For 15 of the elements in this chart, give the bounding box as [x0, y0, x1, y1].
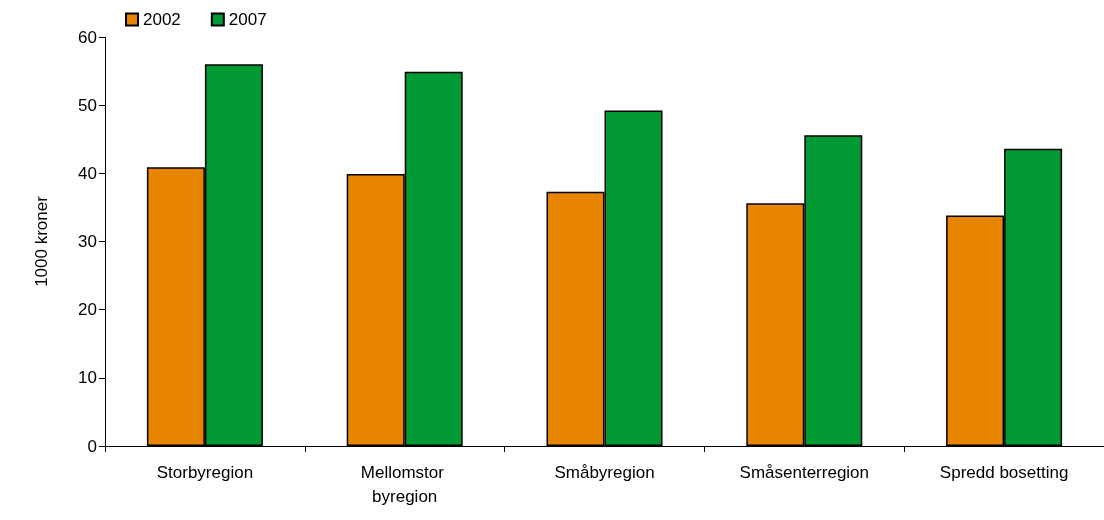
legend-label: 2007: [228, 10, 267, 29]
y-tick-label: 50: [78, 95, 97, 115]
x-tick-label: Spredd bosetting: [939, 462, 1069, 482]
y-tick-label: 20: [78, 300, 97, 320]
legend-label: 2002: [143, 10, 181, 29]
y-tick-label: 40: [78, 163, 97, 183]
x-tick-label: Småbyregion: [554, 462, 655, 482]
x-tick-label: Storbyregion: [156, 462, 254, 482]
y-tick-label: 0: [87, 436, 97, 456]
y-tick-label: 30: [78, 232, 97, 251]
y-tick-label: 10: [78, 368, 97, 388]
x-tick-label: Småsenterregion: [739, 462, 870, 482]
y-axis-title: 1000 kroner: [32, 195, 51, 287]
y-tick-label: 60: [78, 27, 97, 47]
x-tick-label: Mellomstor byregion: [360, 462, 449, 506]
